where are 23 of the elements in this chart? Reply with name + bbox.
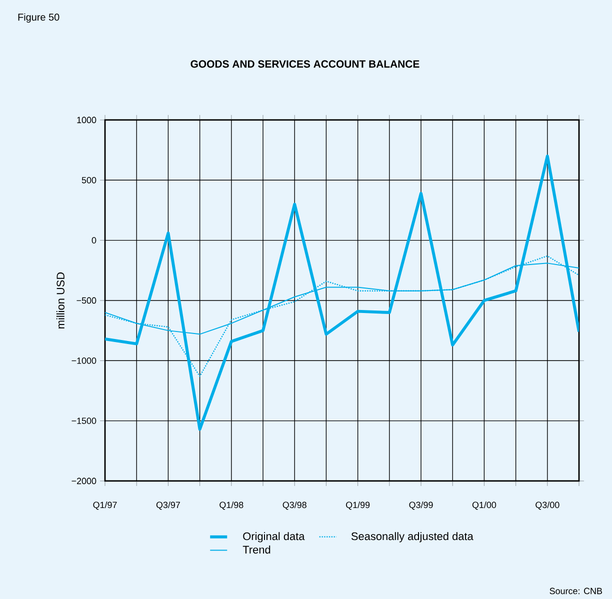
y-tick-label: −1000 bbox=[72, 357, 96, 364]
y-tick-label: −500 bbox=[76, 297, 96, 304]
legend-label: Trend bbox=[242, 546, 270, 554]
x-tick-label: Q1/98 bbox=[220, 502, 244, 510]
y-tick-label: 1000 bbox=[77, 116, 96, 124]
y-axis-title: million USD bbox=[56, 272, 64, 328]
x-tick-label: Q3/97 bbox=[156, 502, 180, 510]
x-tick-label: Q3/00 bbox=[536, 502, 560, 510]
x-tick-label: Q3/98 bbox=[282, 502, 306, 510]
x-tick-label: Q1/97 bbox=[93, 502, 117, 510]
legend-label: Seasonally adjusted data bbox=[351, 532, 474, 542]
y-tick-label: 0 bbox=[92, 237, 96, 244]
x-tick-label: Q1/00 bbox=[472, 502, 496, 510]
source-note: Source: CNB bbox=[550, 588, 602, 594]
y-tick-label: 500 bbox=[82, 176, 96, 184]
y-tick-label: −2000 bbox=[72, 478, 96, 484]
line-series bbox=[105, 154, 580, 431]
caption: Figure 50 bbox=[18, 13, 60, 23]
y-tick-label: −1500 bbox=[72, 418, 96, 424]
x-tick-label: Q1/99 bbox=[346, 502, 370, 510]
chart-title: GOODS AND SERVICES ACCOUNT BALANCE bbox=[190, 60, 420, 68]
legend-label: Original data bbox=[243, 532, 305, 542]
x-tick-label: Q3/99 bbox=[409, 502, 433, 510]
